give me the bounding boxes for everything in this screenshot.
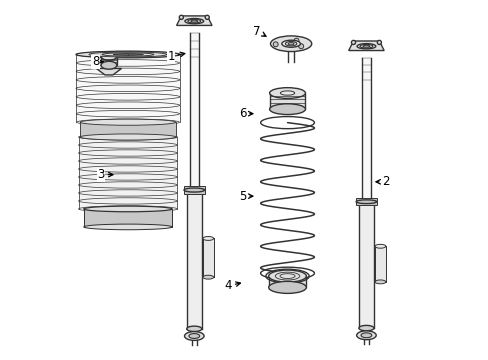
Circle shape	[273, 42, 278, 47]
Ellipse shape	[113, 54, 142, 55]
Bar	[362, 58, 370, 202]
Circle shape	[293, 38, 298, 43]
Ellipse shape	[374, 280, 385, 284]
Circle shape	[179, 15, 183, 19]
Bar	[268, 276, 306, 287]
Ellipse shape	[269, 87, 305, 98]
Bar	[186, 194, 202, 329]
Text: 2: 2	[375, 175, 389, 188]
Polygon shape	[96, 68, 122, 75]
Ellipse shape	[190, 20, 197, 22]
Ellipse shape	[89, 52, 166, 57]
Bar	[358, 206, 373, 328]
Ellipse shape	[270, 36, 311, 51]
Ellipse shape	[101, 52, 117, 60]
Text: 7: 7	[253, 25, 265, 38]
Text: 8: 8	[92, 55, 102, 68]
Ellipse shape	[187, 19, 201, 23]
Ellipse shape	[268, 282, 306, 293]
Ellipse shape	[203, 275, 213, 279]
Ellipse shape	[186, 326, 202, 332]
Ellipse shape	[203, 237, 213, 240]
Ellipse shape	[269, 104, 305, 114]
Bar	[80, 122, 175, 137]
Ellipse shape	[102, 53, 154, 56]
Polygon shape	[176, 16, 212, 26]
Bar	[83, 209, 172, 227]
Text: 5: 5	[239, 190, 252, 203]
Ellipse shape	[76, 51, 180, 58]
Bar	[101, 56, 117, 65]
Ellipse shape	[356, 331, 375, 340]
Ellipse shape	[188, 334, 199, 338]
Circle shape	[351, 40, 355, 45]
Ellipse shape	[358, 325, 373, 331]
Ellipse shape	[80, 119, 175, 125]
Bar	[79, 137, 177, 209]
Bar	[183, 186, 204, 194]
Circle shape	[377, 40, 381, 45]
Ellipse shape	[83, 206, 172, 212]
Polygon shape	[348, 41, 384, 50]
Ellipse shape	[355, 200, 376, 203]
Bar	[374, 246, 385, 282]
Ellipse shape	[101, 61, 117, 69]
Ellipse shape	[362, 45, 369, 47]
Ellipse shape	[80, 134, 175, 140]
Ellipse shape	[356, 44, 375, 49]
Ellipse shape	[184, 332, 203, 341]
Ellipse shape	[280, 91, 294, 95]
Text: 6: 6	[239, 107, 252, 120]
Ellipse shape	[359, 44, 372, 48]
Text: 4: 4	[224, 279, 240, 292]
Ellipse shape	[374, 244, 385, 248]
Ellipse shape	[285, 41, 296, 46]
Ellipse shape	[268, 270, 306, 282]
Ellipse shape	[281, 40, 300, 47]
Ellipse shape	[360, 333, 371, 338]
Ellipse shape	[83, 224, 172, 230]
Circle shape	[298, 44, 303, 49]
Bar	[355, 198, 376, 206]
Bar	[76, 54, 180, 122]
Text: 1: 1	[167, 50, 184, 63]
Ellipse shape	[183, 188, 204, 192]
Bar	[190, 33, 198, 190]
Ellipse shape	[287, 42, 293, 45]
Bar	[269, 93, 305, 109]
Ellipse shape	[184, 18, 203, 24]
Bar	[203, 238, 213, 277]
Text: 3: 3	[97, 168, 113, 181]
Circle shape	[205, 15, 209, 19]
